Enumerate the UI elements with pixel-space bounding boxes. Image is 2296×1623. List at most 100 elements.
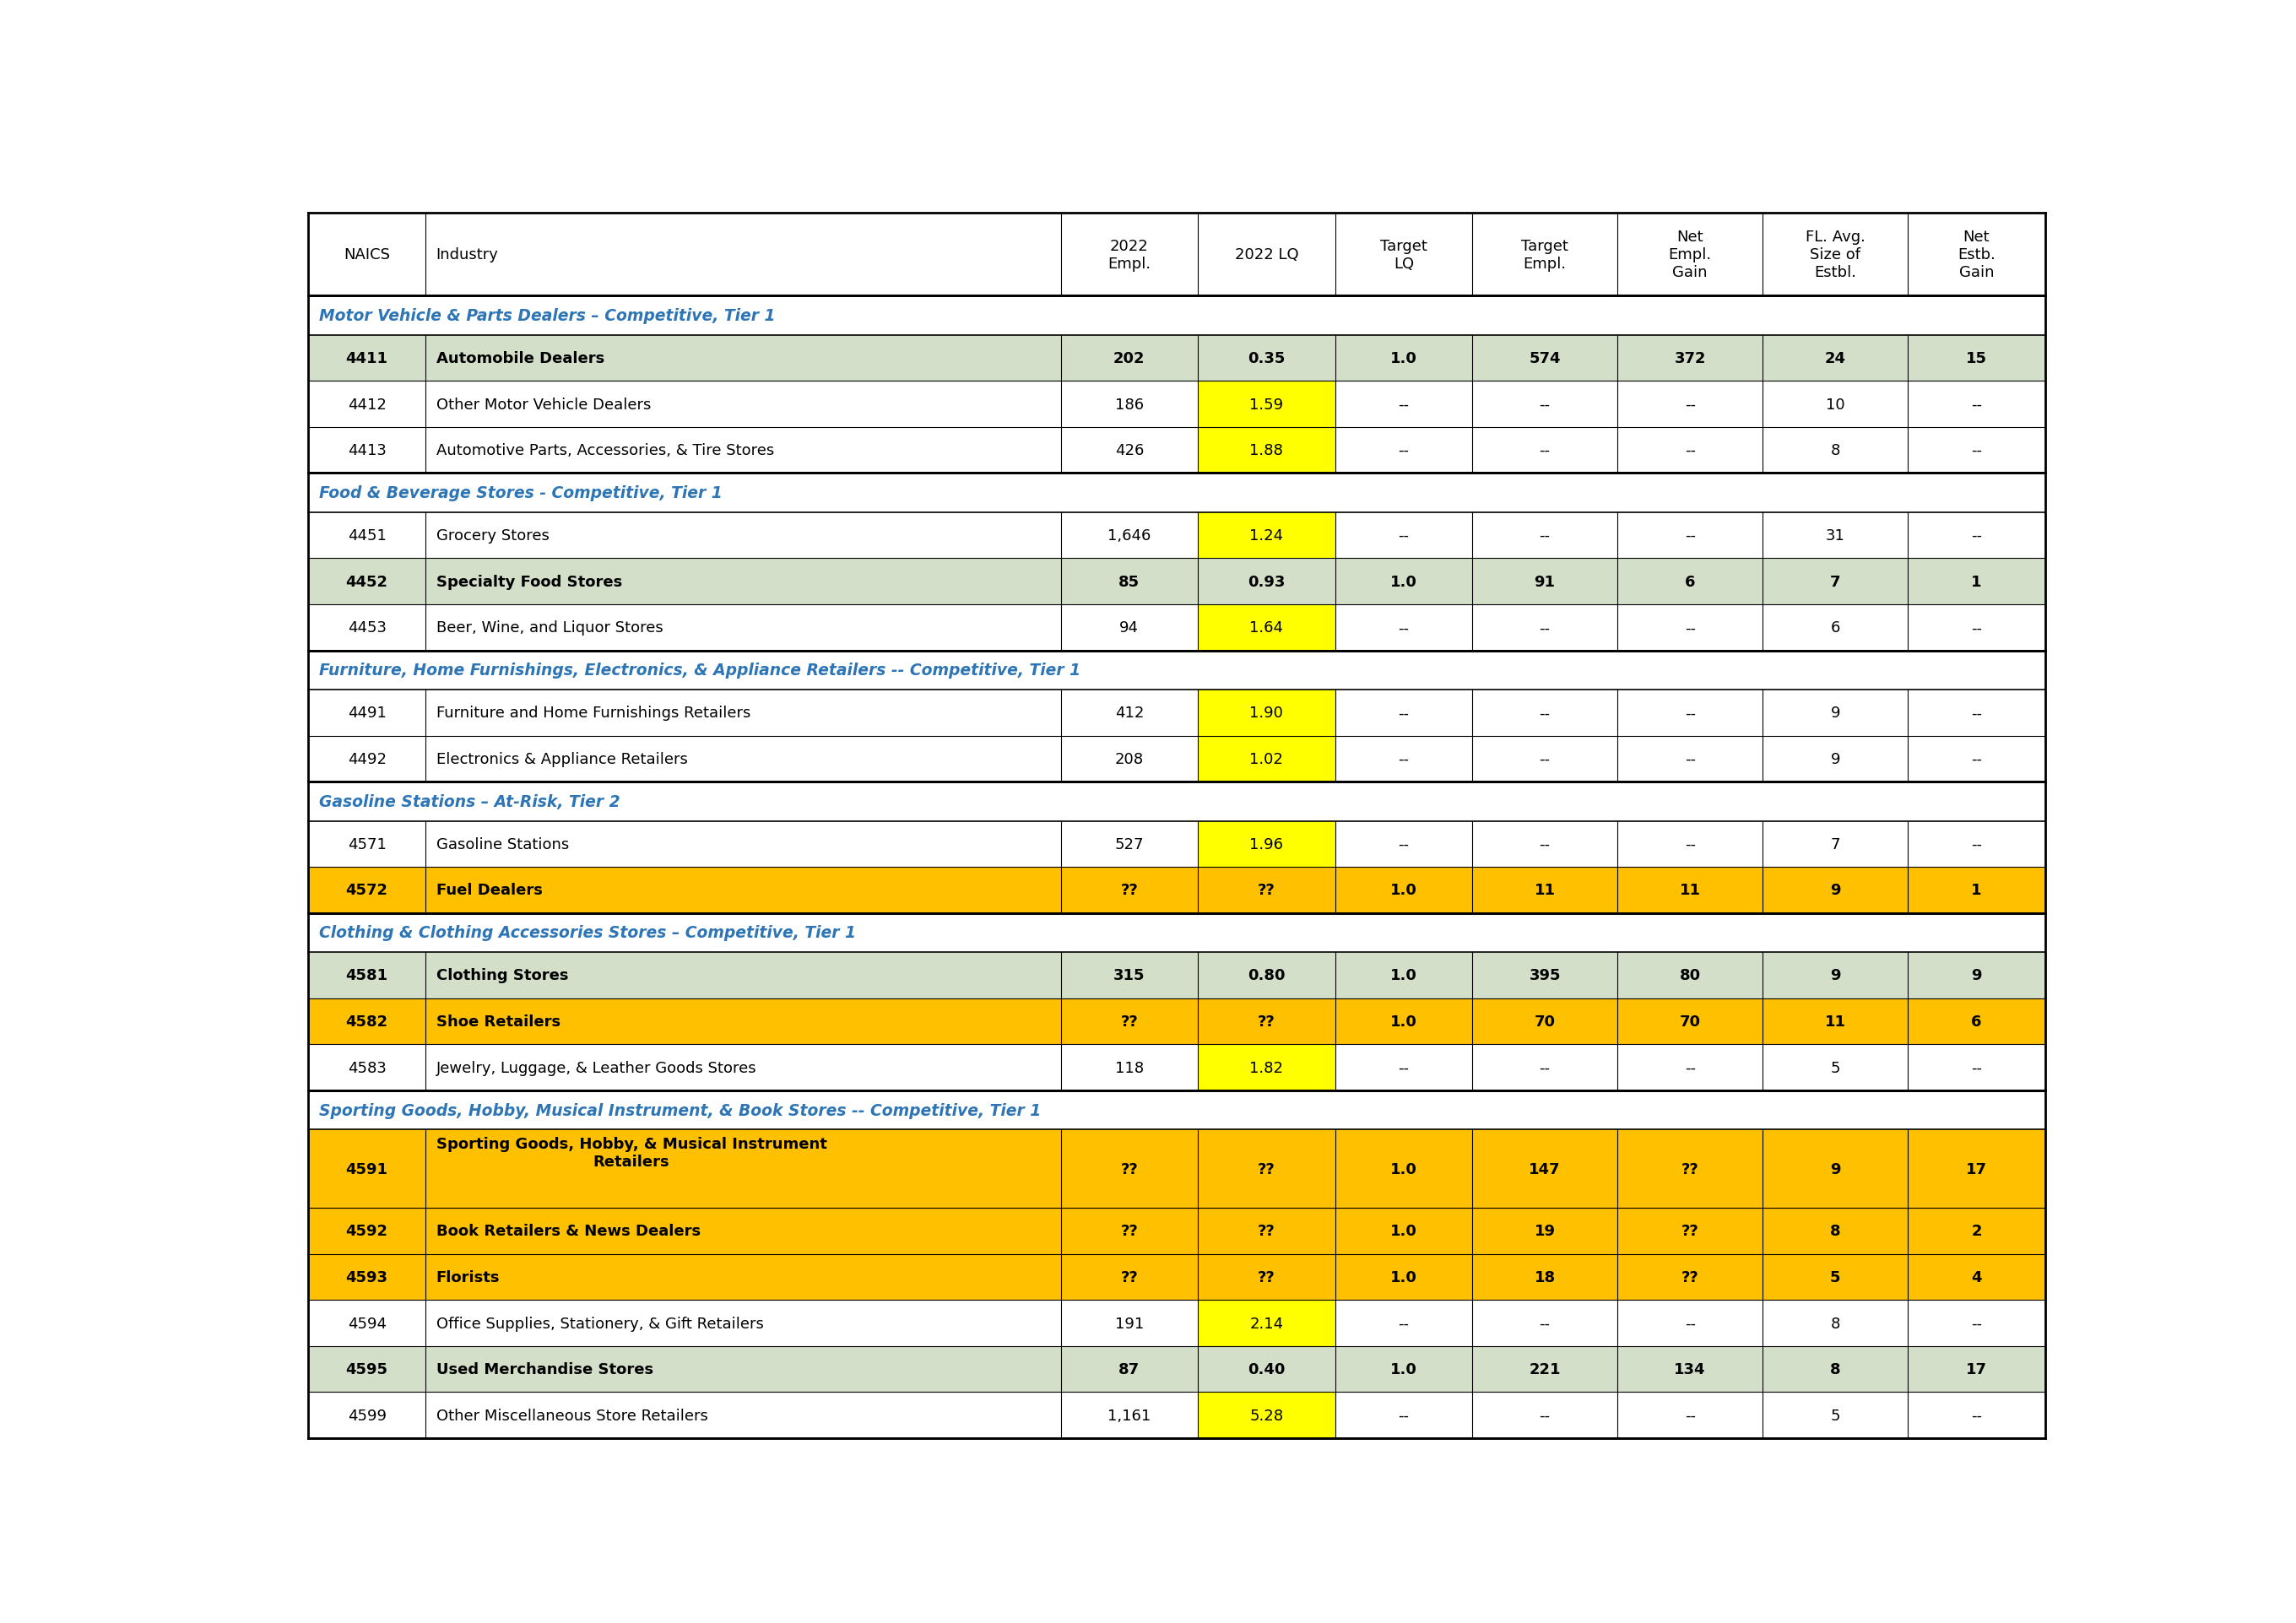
- Bar: [1908, 381, 2046, 427]
- Bar: [425, 1130, 1061, 1208]
- Bar: [1061, 867, 1199, 914]
- Text: 1.02: 1.02: [1249, 751, 1283, 766]
- Text: 9: 9: [1830, 706, 1839, 721]
- Text: 5: 5: [1830, 1407, 1839, 1423]
- Bar: [1061, 1300, 1199, 1345]
- Bar: [425, 1208, 1061, 1255]
- Text: 6: 6: [1972, 1014, 1981, 1029]
- Bar: [1763, 513, 1908, 558]
- Bar: [1334, 821, 1472, 867]
- Text: 7: 7: [1830, 837, 1839, 852]
- Bar: [308, 1300, 425, 1345]
- Bar: [1908, 558, 2046, 605]
- Bar: [1199, 427, 1334, 474]
- Text: Target
Empl.: Target Empl.: [1522, 239, 1568, 271]
- Bar: [1472, 605, 1616, 651]
- Bar: [1334, 1255, 1472, 1300]
- Bar: [1061, 1130, 1199, 1208]
- Bar: [1616, 1300, 1763, 1345]
- Bar: [1199, 513, 1334, 558]
- Text: 221: 221: [1529, 1362, 1561, 1376]
- Text: 11: 11: [1678, 883, 1701, 898]
- Bar: [1763, 690, 1908, 737]
- Bar: [1472, 336, 1616, 381]
- Text: Specialty Food Stores: Specialty Food Stores: [436, 575, 622, 589]
- Text: 0.93: 0.93: [1247, 575, 1286, 589]
- Text: 1.0: 1.0: [1389, 1224, 1417, 1238]
- Bar: [425, 381, 1061, 427]
- Bar: [1199, 1045, 1334, 1091]
- Text: 134: 134: [1674, 1362, 1706, 1376]
- Text: --: --: [1398, 398, 1410, 412]
- Text: 1.82: 1.82: [1249, 1060, 1283, 1074]
- Bar: [1334, 867, 1472, 914]
- Text: --: --: [1538, 527, 1550, 544]
- Bar: [1763, 605, 1908, 651]
- Bar: [1061, 1208, 1199, 1255]
- Text: --: --: [1685, 706, 1694, 721]
- Bar: [1908, 1208, 2046, 1255]
- Bar: [1472, 953, 1616, 998]
- Text: --: --: [1538, 1060, 1550, 1074]
- Text: Grocery Stores: Grocery Stores: [436, 527, 549, 544]
- Text: 24: 24: [1825, 351, 1846, 367]
- Bar: [1763, 1045, 1908, 1091]
- Text: --: --: [1398, 706, 1410, 721]
- Text: 118: 118: [1116, 1060, 1143, 1074]
- Text: 10: 10: [1825, 398, 1844, 412]
- Text: 6: 6: [1830, 620, 1839, 636]
- Text: --: --: [1538, 443, 1550, 458]
- Text: 9: 9: [1830, 1162, 1841, 1177]
- Bar: [1616, 381, 1763, 427]
- Text: --: --: [1538, 620, 1550, 636]
- Text: --: --: [1398, 527, 1410, 544]
- Text: 5.28: 5.28: [1249, 1407, 1283, 1423]
- Bar: [1763, 427, 1908, 474]
- Bar: [425, 998, 1061, 1045]
- Text: Electronics & Appliance Retailers: Electronics & Appliance Retailers: [436, 751, 687, 766]
- Bar: [1908, 1045, 2046, 1091]
- Bar: [1472, 513, 1616, 558]
- Bar: [1616, 1255, 1763, 1300]
- Text: 0.40: 0.40: [1247, 1362, 1286, 1376]
- Bar: [1199, 558, 1334, 605]
- Bar: [1199, 214, 1334, 297]
- Bar: [308, 690, 425, 737]
- Text: 4583: 4583: [347, 1060, 386, 1074]
- Text: ??: ??: [1120, 1224, 1139, 1238]
- Text: --: --: [1398, 620, 1410, 636]
- Text: --: --: [1685, 751, 1694, 766]
- Text: 9: 9: [1830, 883, 1841, 898]
- Text: --: --: [1538, 1316, 1550, 1331]
- Text: 1.0: 1.0: [1389, 1269, 1417, 1285]
- Bar: [425, 1345, 1061, 1393]
- Text: 1: 1: [1972, 883, 1981, 898]
- Bar: [1908, 1130, 2046, 1208]
- Text: --: --: [1970, 1060, 1981, 1074]
- Text: 17: 17: [1965, 1362, 1986, 1376]
- Text: 1.90: 1.90: [1249, 706, 1283, 721]
- Bar: [1763, 1255, 1908, 1300]
- Bar: [1763, 214, 1908, 297]
- Text: 18: 18: [1534, 1269, 1554, 1285]
- Text: ??: ??: [1120, 1269, 1139, 1285]
- Bar: [425, 427, 1061, 474]
- Bar: [1472, 1345, 1616, 1393]
- Bar: [425, 1045, 1061, 1091]
- Bar: [1472, 1300, 1616, 1345]
- Text: Food & Beverage Stores - Competitive, Tier 1: Food & Beverage Stores - Competitive, Ti…: [319, 485, 723, 502]
- Text: 1.0: 1.0: [1389, 1162, 1417, 1177]
- Text: ??: ??: [1120, 1014, 1139, 1029]
- Text: --: --: [1398, 1407, 1410, 1423]
- Text: --: --: [1538, 398, 1550, 412]
- Bar: [1908, 214, 2046, 297]
- Text: 5: 5: [1830, 1060, 1839, 1074]
- Text: 4592: 4592: [347, 1224, 388, 1238]
- Text: 4491: 4491: [347, 706, 386, 721]
- Text: ??: ??: [1258, 1269, 1274, 1285]
- Text: 1.0: 1.0: [1389, 1362, 1417, 1376]
- Text: --: --: [1970, 527, 1981, 544]
- Text: 4599: 4599: [347, 1407, 386, 1423]
- Text: 94: 94: [1120, 620, 1139, 636]
- Bar: [1908, 605, 2046, 651]
